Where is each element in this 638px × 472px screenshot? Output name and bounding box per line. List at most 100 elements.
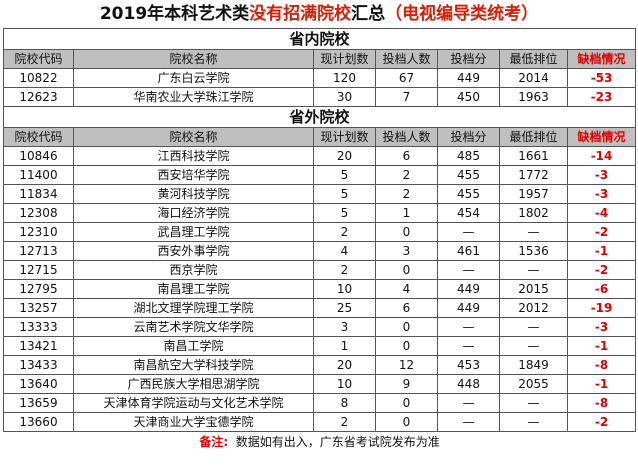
table-row: 11834 黄河科技学院 5 2 455 1957 -3 [3, 184, 637, 204]
footer-label: 备注: [199, 435, 229, 449]
shortfall-cell: -14 [566, 146, 637, 166]
column-header: 院校名称 [73, 127, 314, 147]
shortfall-cell: -8 [566, 393, 637, 413]
column-header: 缺档情况 [566, 49, 637, 69]
school-name-cell: 天津商业大学宝德学院 [73, 412, 314, 432]
applicants-cell: 6 [375, 146, 438, 166]
school-name-cell: 黄河科技学院 [73, 184, 314, 204]
plan-count-cell: 5 [313, 203, 376, 223]
rank-cell: — [499, 412, 568, 432]
table-body: 省内院校 院校代码 院校名称 现计划数 投档人数 投档分 最低排位 缺档情况 10822 广东白云… [2, 28, 637, 453]
school-code-cell: 11400 [3, 165, 74, 185]
school-name-cell: 云南艺术学院文华学院 [73, 317, 314, 337]
plan-count-cell: 5 [313, 184, 376, 204]
table-row: 12715 西京学院 2 0— — -2 [3, 260, 637, 280]
table-row: 12310 武昌理工学院 2 0— — -2 [3, 222, 637, 242]
table-row: 10822 广东白云学院 120 67 449 2014 -53 [3, 68, 637, 88]
rank-cell: — [499, 260, 568, 280]
score-cell: — [437, 393, 500, 413]
footer-text: 数据如有出入，广东省考试院发布为准 [228, 435, 440, 449]
score-cell: — [437, 260, 500, 280]
score-cell: 461 [437, 241, 500, 261]
section-label: 省外院校 [2, 106, 637, 128]
school-name-cell: 湖北文理学院理工学院 [73, 298, 314, 318]
school-name-cell: 广东白云学院 [73, 68, 314, 88]
shortfall-cell: -4 [566, 203, 637, 223]
column-header: 投档人数 [375, 127, 438, 147]
plan-count-cell: 8 [313, 393, 376, 413]
rank-cell: 2012 [499, 298, 568, 318]
school-code-cell: 10822 [3, 68, 74, 88]
applicants-cell: 0 [375, 317, 438, 337]
shortfall-cell: -3 [566, 317, 637, 337]
table-row: 12795 南昌理工学院 10 4 449 2015 -6 [3, 279, 637, 299]
score-cell: — [437, 412, 500, 432]
plan-count-cell: 2 [313, 222, 376, 242]
column-header: 投档分 [437, 49, 500, 69]
applicants-cell: 7 [375, 87, 438, 107]
school-code-cell: 13257 [3, 298, 74, 318]
plan-count-cell: 25 [313, 298, 376, 318]
score-cell: — [437, 317, 500, 337]
school-code-cell: 12308 [3, 203, 74, 223]
shortfall-cell: -53 [566, 68, 637, 88]
shortfall-cell: -8 [566, 355, 637, 375]
column-header: 最低排位 [499, 49, 568, 69]
shortfall-cell: -23 [566, 87, 637, 107]
shortfall-cell: -3 [566, 165, 637, 185]
school-name-cell: 海口经济学院 [73, 203, 314, 223]
school-code-cell: 12623 [3, 87, 74, 107]
school-name-cell: 西安外事学院 [73, 241, 314, 261]
column-header: 投档人数 [375, 49, 438, 69]
rank-cell: — [499, 393, 568, 413]
school-code-cell: 10846 [3, 146, 74, 166]
plan-count-cell: 4 [313, 241, 376, 261]
rank-cell: 2055 [499, 374, 568, 394]
shortfall-cell: -1 [566, 336, 637, 356]
plan-count-cell: 5 [313, 165, 376, 185]
applicants-cell: 3 [375, 241, 438, 261]
column-header: 院校代码 [3, 127, 74, 147]
school-code-cell: 13640 [3, 374, 74, 394]
table-row: 11400 西安培华学院 5 2 455 1772 -3 [3, 165, 637, 185]
school-name-cell: 广西民族大学相思湖学院 [73, 374, 314, 394]
plan-count-cell: 120 [313, 68, 376, 88]
school-name-cell: 西安培华学院 [73, 165, 314, 185]
header-row: 院校代码 院校名称 现计划数 投档人数 投档分 最低排位 缺档情况 [3, 49, 637, 69]
score-cell: 448 [437, 374, 500, 394]
school-name-cell: 天津体育学院运动与文化艺术学院 [73, 393, 314, 413]
rank-cell: — [499, 317, 568, 337]
applicants-cell: 0 [375, 222, 438, 242]
column-header: 投档分 [437, 127, 500, 147]
school-name-cell: 南昌航空大学科技学院 [73, 355, 314, 375]
score-cell: 449 [437, 68, 500, 88]
rank-cell: 2014 [499, 68, 568, 88]
column-header: 最低排位 [499, 127, 568, 147]
school-name-cell: 华南农业大学珠江学院 [73, 87, 314, 107]
table-row: 13333 云南艺术学院文华学院 3 0— — -3 [3, 317, 637, 337]
section-label: 省内院校 [2, 28, 637, 50]
school-code-cell: 12310 [3, 222, 74, 242]
table-row: 13659 天津体育学院运动与文化艺术学院 8 0— — -8 [3, 393, 637, 413]
column-header: 现计划数 [313, 127, 376, 147]
header-row: 院校代码 院校名称 现计划数 投档人数 投档分 最低排位 缺档情况 [3, 127, 637, 147]
table-row: 12623 华南农业大学珠江学院 30 7 450 1963 -23 [3, 87, 637, 107]
shortfall-cell: -2 [566, 412, 637, 432]
rank-cell: 1772 [499, 165, 568, 185]
applicants-cell: 0 [375, 393, 438, 413]
plan-count-cell: 20 [313, 355, 376, 375]
plan-count-cell: 3 [313, 317, 376, 337]
plan-count-cell: 2 [313, 260, 376, 280]
rank-cell: 1802 [499, 203, 568, 223]
applicants-cell: 2 [375, 184, 438, 204]
column-header: 现计划数 [313, 49, 376, 69]
table-row: 13257 湖北文理学院理工学院 25 6 449 2012 -19 [3, 298, 637, 318]
page-title: 2019年本科艺术类没有招满院校汇总（电视编导类统考） [0, 0, 638, 28]
score-cell: — [437, 336, 500, 356]
school-name-cell: 南昌理工学院 [73, 279, 314, 299]
score-cell: 449 [437, 279, 500, 299]
plan-count-cell: 10 [313, 374, 376, 394]
school-code-cell: 12795 [3, 279, 74, 299]
column-header: 院校代码 [3, 49, 74, 69]
plan-count-cell: 20 [313, 146, 376, 166]
